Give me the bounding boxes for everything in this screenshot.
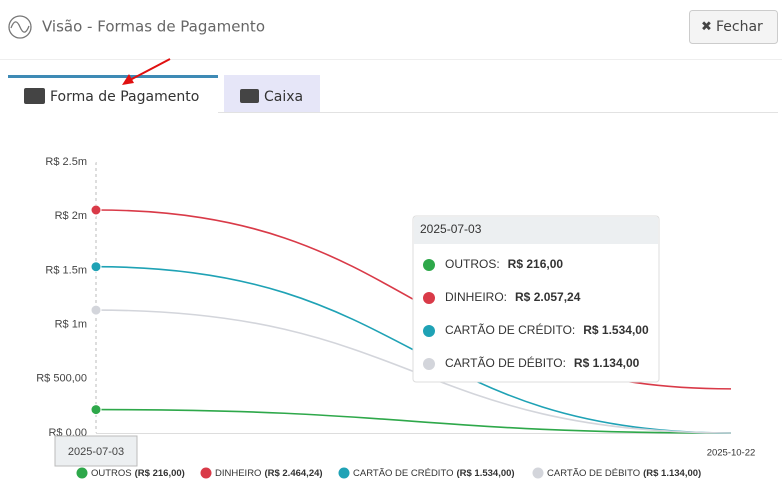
header-title: Visão - Formas de Pagamento bbox=[42, 18, 265, 36]
tooltip-value: R$ 2.057,24 bbox=[515, 290, 581, 304]
y-tick-label: R$ 1m bbox=[55, 319, 87, 331]
tooltip bbox=[412, 215, 660, 383]
series-line bbox=[95, 408, 732, 434]
tooltip-label: OUTROS: bbox=[445, 257, 500, 271]
legend-marker bbox=[200, 467, 212, 479]
tooltip-item: DINHEIRO: R$ 2.057,24 bbox=[445, 290, 581, 304]
legend-name: CARTÃO DE CRÉDITO bbox=[353, 468, 453, 479]
close-button[interactable] bbox=[689, 10, 778, 44]
close-icon: ✖ bbox=[701, 20, 712, 35]
x-crosshair-label: 2025-07-03 bbox=[68, 446, 124, 458]
tooltip-marker bbox=[423, 292, 435, 304]
legend-total: (R$ 1.534,00) bbox=[456, 468, 514, 479]
tooltip-marker bbox=[423, 358, 435, 370]
tab-label[interactable]: Forma de Pagamento bbox=[50, 89, 199, 105]
legend-label: DINHEIRO (R$ 2.464,24) bbox=[215, 468, 323, 479]
y-tick-label: R$ 2.5m bbox=[45, 156, 87, 168]
tooltip-title: 2025-07-03 bbox=[420, 222, 482, 236]
point-marker bbox=[90, 304, 102, 316]
tooltip-marker bbox=[423, 325, 435, 337]
tooltip-label: DINHEIRO: bbox=[445, 290, 507, 304]
legend-label: OUTROS (R$ 216,00) bbox=[91, 468, 185, 479]
legend-total: (R$ 1.134,00) bbox=[643, 468, 701, 479]
tooltip-value: R$ 216,00 bbox=[508, 257, 564, 271]
legend-marker bbox=[76, 467, 88, 479]
legend-total: (R$ 2.464,24) bbox=[264, 468, 322, 479]
close-label[interactable]: Fechar bbox=[716, 19, 763, 35]
y-tick-label: R$ 2m bbox=[55, 210, 87, 222]
tooltip-item: OUTROS: R$ 216,00 bbox=[445, 257, 563, 271]
legend-label: CARTÃO DE DÉBITO (R$ 1.134,00) bbox=[547, 468, 701, 479]
annotation-arrow bbox=[122, 58, 171, 85]
legend-name: DINHEIRO bbox=[215, 468, 261, 479]
tooltip-item: CARTÃO DE CRÉDITO: R$ 1.534,00 bbox=[445, 322, 649, 337]
y-tick-label: R$ 1.5m bbox=[45, 264, 87, 276]
point-marker bbox=[90, 404, 102, 416]
legend-name: CARTÃO DE DÉBITO bbox=[547, 468, 640, 479]
tooltip-item: CARTÃO DE DÉBITO: R$ 1.134,00 bbox=[445, 355, 640, 370]
y-tick-label: R$ 500,00 bbox=[36, 373, 87, 385]
legend-marker bbox=[338, 467, 350, 479]
tooltip-marker bbox=[423, 259, 435, 271]
tab-active-bar bbox=[8, 75, 218, 78]
x-crosshair-box bbox=[54, 435, 138, 467]
point-marker bbox=[90, 261, 102, 273]
header-icon bbox=[8, 15, 32, 39]
tab-icon bbox=[240, 89, 259, 103]
tab-label[interactable]: Caixa bbox=[264, 89, 303, 105]
legend-total: (R$ 216,00) bbox=[135, 468, 185, 479]
point-marker bbox=[90, 204, 102, 216]
legend-marker bbox=[532, 467, 544, 479]
tooltip-value: R$ 1.534,00 bbox=[583, 323, 649, 337]
tooltip-value: R$ 1.134,00 bbox=[574, 356, 640, 370]
x-tick-label: 2025-10-22 bbox=[707, 448, 756, 459]
legend-label: CARTÃO DE CRÉDITO (R$ 1.534,00) bbox=[353, 468, 515, 479]
tab-icon bbox=[24, 88, 45, 104]
legend-name: OUTROS bbox=[91, 468, 132, 479]
tooltip-label: CARTÃO DE CRÉDITO: bbox=[445, 322, 575, 337]
tooltip-label: CARTÃO DE DÉBITO: bbox=[445, 355, 566, 370]
tooltip-header bbox=[414, 217, 658, 244]
